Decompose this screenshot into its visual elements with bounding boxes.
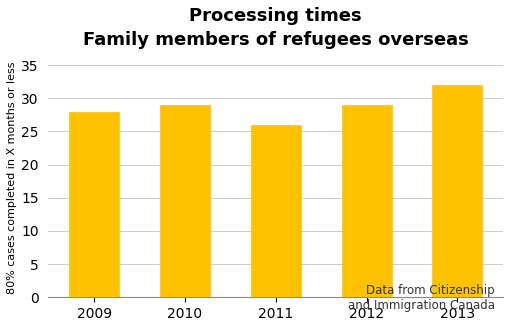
Bar [69,112,119,297]
Bar [341,105,391,297]
Text: Data from Citizenship
and Immigration Canada: Data from Citizenship and Immigration Ca… [347,284,494,312]
Bar [160,105,210,297]
Y-axis label: 80% cases completed in X months or less: 80% cases completed in X months or less [7,62,17,294]
Bar [250,125,300,297]
Title: Processing times
Family members of refugees overseas: Processing times Family members of refug… [83,7,468,49]
Bar [432,85,482,297]
